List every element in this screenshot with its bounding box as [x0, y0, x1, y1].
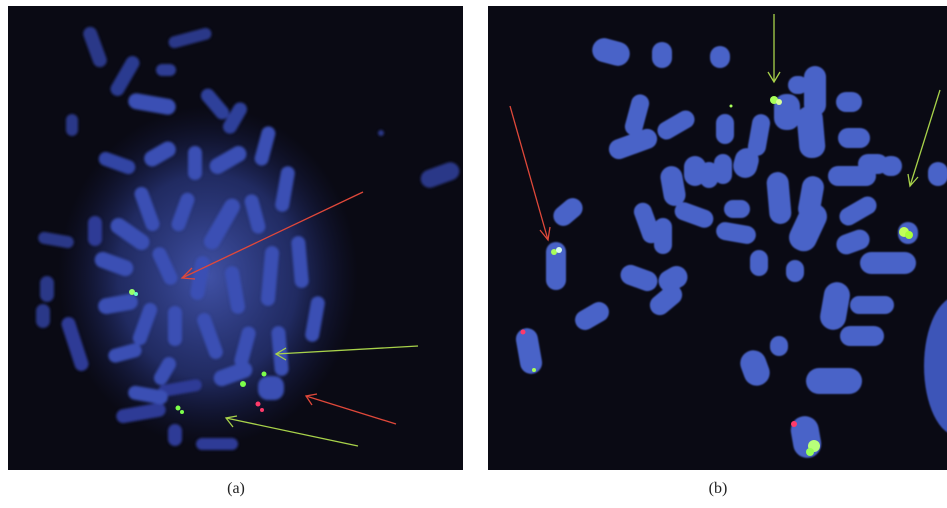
fish-image-panel-a — [8, 6, 463, 470]
annotation-arrows — [509, 14, 941, 242]
annotation-arrows — [180, 191, 419, 447]
chromosome-group — [36, 26, 460, 450]
fish-image-panel-b — [488, 6, 947, 470]
metaphase-spread-a — [8, 6, 463, 470]
red-arrow-1 — [180, 191, 364, 280]
fish-signals — [129, 289, 267, 414]
green-arrow-right — [907, 89, 941, 188]
green-arrow-2 — [224, 415, 359, 447]
panel-b-caption: (b) — [708, 480, 728, 497]
red-arrow-left — [509, 105, 551, 242]
green-arrow-top — [767, 14, 781, 84]
chromosome-group — [515, 38, 947, 458]
red-arrow-2 — [304, 393, 397, 425]
green-arrow-1 — [274, 345, 419, 361]
fish-signals — [520, 96, 913, 456]
metaphase-spread-b — [488, 6, 947, 470]
panel-a-caption: (a) — [227, 480, 245, 497]
